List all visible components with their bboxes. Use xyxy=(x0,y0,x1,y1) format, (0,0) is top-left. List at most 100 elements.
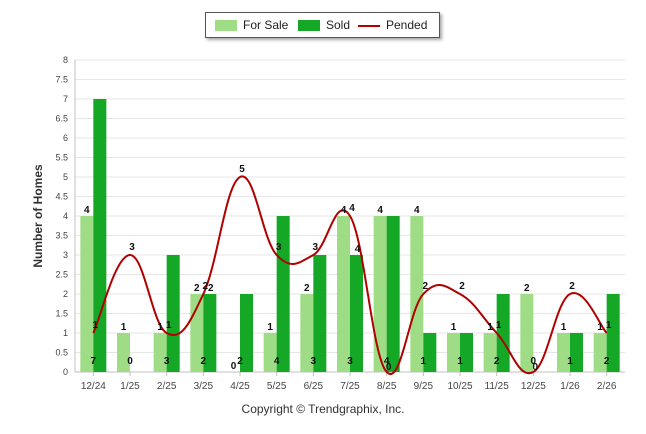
x-tick-label: 10/25 xyxy=(447,381,472,392)
pended-data-label: 2 xyxy=(569,281,575,292)
sold-data-label: 2 xyxy=(208,283,214,294)
y-axis-label: Number of Homes xyxy=(31,164,45,268)
for-sale-data-label: 0 xyxy=(231,361,237,372)
sold-baseline-label: 4 xyxy=(384,356,390,367)
bar-sold xyxy=(496,294,510,372)
sold-baseline-label: 1 xyxy=(567,356,573,367)
y-tick-label: 0 xyxy=(63,367,68,377)
y-tick-label: 1 xyxy=(63,328,68,338)
x-tick-label: 2/26 xyxy=(597,381,617,392)
pended-data-label: 0 xyxy=(386,362,392,373)
bar-sold xyxy=(276,216,290,372)
y-tick-label: 8 xyxy=(63,55,68,65)
bar-for-sale xyxy=(520,294,534,372)
for-sale-data-label: 1 xyxy=(157,322,163,333)
sold-baseline-label: 3 xyxy=(311,356,317,367)
pended-swatch xyxy=(358,24,380,27)
pended-data-label: 0 xyxy=(533,362,539,373)
for-sale-data-label: 4 xyxy=(414,205,420,216)
sold-baseline-label: 2 xyxy=(237,356,243,367)
bar-sold xyxy=(203,294,217,372)
bar-for-sale xyxy=(80,216,94,372)
sold-baseline-label: 4 xyxy=(274,356,280,367)
legend-label-sold: Sold xyxy=(326,18,351,32)
for-sale-data-label: 1 xyxy=(487,322,493,333)
sold-baseline-label: 2 xyxy=(604,356,610,367)
x-tick-label: 7/25 xyxy=(340,381,360,392)
bar-sold xyxy=(606,294,620,372)
for-sale-data-label: 1 xyxy=(561,322,567,333)
bar-sold xyxy=(240,294,253,372)
for-sale-swatch xyxy=(215,20,237,32)
for-sale-data-label: 1 xyxy=(267,322,273,333)
sold-baseline-label: 0 xyxy=(531,356,537,367)
legend: For Sale Sold Pended xyxy=(205,12,440,38)
for-sale-data-label: 1 xyxy=(121,322,127,333)
for-sale-data-label: 2 xyxy=(194,283,200,294)
for-sale-data-label: 1 xyxy=(451,322,457,333)
pended-data-label: 3 xyxy=(129,242,135,253)
for-sale-data-label: 2 xyxy=(524,283,530,294)
bar-for-sale xyxy=(410,216,424,372)
bar-sold xyxy=(460,333,473,372)
for-sale-data-label: 2 xyxy=(304,283,310,294)
sold-baseline-label: 3 xyxy=(347,356,353,367)
x-tick-label: 5/25 xyxy=(267,381,287,392)
bar-for-sale xyxy=(593,333,607,372)
y-tick-label: 4.5 xyxy=(55,192,68,202)
y-tick-label: 7 xyxy=(63,94,68,104)
legend-item-pended[interactable]: Pended xyxy=(358,18,427,32)
x-tick-label: 1/26 xyxy=(560,381,580,392)
y-tick-label: 6 xyxy=(63,133,68,143)
sold-baseline-label: 0 xyxy=(127,356,133,367)
y-tick-label: 6.5 xyxy=(55,114,68,124)
pended-data-label: 1 xyxy=(606,320,612,331)
bar-for-sale xyxy=(300,294,314,372)
bar-for-sale xyxy=(337,216,350,372)
pended-data-label: 3 xyxy=(313,242,319,253)
legend-item-for-sale[interactable]: For Sale xyxy=(215,18,288,32)
bar-for-sale xyxy=(263,333,277,372)
bar-for-sale xyxy=(483,333,497,372)
y-tick-label: 0.5 xyxy=(55,348,68,358)
pended-data-label: 1 xyxy=(496,320,502,331)
bar-sold xyxy=(313,255,327,372)
y-tick-label: 5.5 xyxy=(55,153,68,163)
y-tick-label: 3 xyxy=(63,250,68,260)
legend-item-sold[interactable]: Sold xyxy=(298,18,350,32)
pended-data-label: 1 xyxy=(93,320,99,331)
x-tick-label: 12/25 xyxy=(521,381,546,392)
sold-baseline-label: 7 xyxy=(91,356,97,367)
copyright-text: Copyright © Trendgraphix, Inc. xyxy=(241,402,405,416)
bar-sold xyxy=(350,255,363,372)
x-tick-label: 4/25 xyxy=(230,381,250,392)
bar-sold xyxy=(166,255,180,372)
y-tick-label: 5 xyxy=(63,172,68,182)
bar-for-sale xyxy=(557,333,570,372)
y-tick-label: 1.5 xyxy=(55,309,68,319)
y-tick-label: 4 xyxy=(63,211,68,221)
bar-for-sale xyxy=(373,216,387,372)
bar-sold xyxy=(570,333,583,372)
bar-for-sale xyxy=(117,333,130,372)
y-tick-label: 2.5 xyxy=(55,270,68,280)
bar-for-sale xyxy=(153,333,167,372)
for-sale-data-label: 4 xyxy=(341,205,347,216)
pended-data-label: 1 xyxy=(166,320,172,331)
sold-swatch xyxy=(298,20,320,32)
legend-label-for-sale: For Sale xyxy=(243,18,289,32)
for-sale-data-label: 1 xyxy=(597,322,603,333)
sold-baseline-label: 1 xyxy=(421,356,427,367)
pended-data-label: 2 xyxy=(423,281,429,292)
x-tick-label: 1/25 xyxy=(120,381,140,392)
x-tick-label: 12/24 xyxy=(81,381,106,392)
legend-label-pended: Pended xyxy=(386,18,428,32)
pended-data-label: 2 xyxy=(203,281,209,292)
for-sale-data-label: 4 xyxy=(377,205,383,216)
sold-baseline-label: 2 xyxy=(201,356,207,367)
bar-for-sale xyxy=(447,333,460,372)
for-sale-data-label: 4 xyxy=(84,205,90,216)
sold-baseline-label: 1 xyxy=(457,356,463,367)
bar-sold xyxy=(93,99,107,372)
